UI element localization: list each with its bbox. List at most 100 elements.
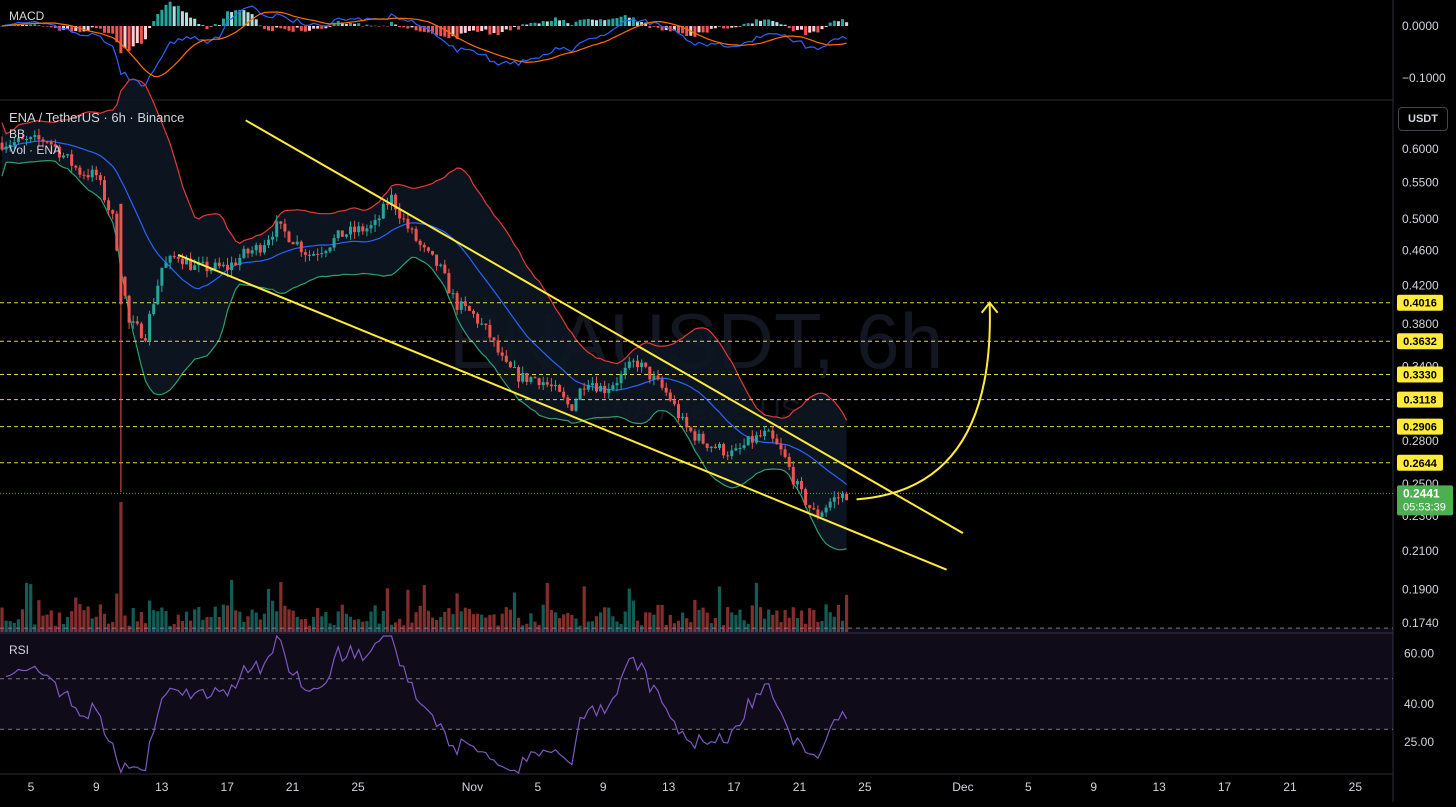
currency-button[interactable]: USDT xyxy=(1398,107,1448,131)
candle xyxy=(131,315,135,329)
macd-histogram-bar xyxy=(283,26,287,30)
macd-histogram-bar xyxy=(316,26,320,29)
macd-histogram-bar xyxy=(672,26,676,31)
candle-body xyxy=(631,360,635,362)
candle xyxy=(328,247,332,254)
candle xyxy=(705,443,709,452)
rsi-tick: 40.00 xyxy=(1404,697,1434,711)
candle-body xyxy=(254,245,258,251)
candle-body xyxy=(16,138,20,143)
macd-histogram-bar xyxy=(172,6,176,26)
candle xyxy=(377,215,381,227)
macd-histogram-bar xyxy=(767,19,771,26)
candle-body xyxy=(677,404,680,419)
volume-bar xyxy=(828,612,832,632)
macd-histogram-bar xyxy=(295,26,299,28)
macd-histogram-bar xyxy=(213,24,217,26)
candle-body xyxy=(783,449,787,457)
macd-histogram-bar xyxy=(631,17,635,26)
candle-body xyxy=(4,146,8,150)
macd-histogram-bar xyxy=(845,22,849,26)
candle xyxy=(164,256,168,268)
macd-histogram-bar xyxy=(176,5,180,26)
volume-bar xyxy=(795,618,799,632)
candle xyxy=(738,442,742,455)
trendlines[interactable] xyxy=(177,119,999,571)
candle-body xyxy=(377,218,381,221)
candle xyxy=(299,240,303,257)
volume-bar xyxy=(348,616,353,632)
candle-body xyxy=(435,254,439,266)
macd-histogram-bar xyxy=(832,20,836,26)
volume-bar xyxy=(467,609,471,632)
candle xyxy=(759,430,762,438)
volume-bar xyxy=(381,610,385,632)
bb-label[interactable]: BB xyxy=(9,127,26,141)
candle-body xyxy=(800,480,803,490)
macd-histogram-bar xyxy=(812,26,816,32)
horizontal-levels[interactable] xyxy=(0,302,1393,494)
macd-histogram-bar xyxy=(734,26,738,28)
volume-bar xyxy=(66,617,70,632)
candle xyxy=(410,226,414,234)
candle xyxy=(381,201,385,220)
candle xyxy=(578,387,582,401)
volume-bar xyxy=(320,616,324,632)
candle xyxy=(295,235,299,246)
candle-body xyxy=(447,273,451,294)
macd-histogram-bar xyxy=(37,25,41,27)
candle xyxy=(139,321,143,339)
candle xyxy=(349,221,352,240)
volume-bar xyxy=(41,615,45,632)
candle-body xyxy=(123,276,127,296)
volume-bar xyxy=(61,624,66,632)
volume-bar xyxy=(201,619,205,632)
macd-histogram-bar xyxy=(537,23,541,26)
symbol-title[interactable]: ENA / TetherUS · 6h · Binance xyxy=(9,110,185,125)
volume-bar xyxy=(779,622,783,632)
candle xyxy=(172,251,176,259)
candle-body xyxy=(213,262,217,270)
macd-histogram-bar xyxy=(258,25,262,27)
volume-label[interactable]: Vol · ENA xyxy=(9,143,62,157)
rsi-label[interactable]: RSI xyxy=(9,643,30,657)
macd-histogram-bar xyxy=(824,26,828,28)
macd-histogram-bar xyxy=(349,22,352,26)
macd-histogram-bar xyxy=(66,26,70,30)
candle-body xyxy=(816,509,820,517)
candle-body xyxy=(545,382,549,385)
macd-histogram-bar xyxy=(123,26,127,49)
volume-bar xyxy=(45,614,49,632)
candle-body xyxy=(267,239,270,246)
volume-bar xyxy=(74,597,78,632)
volume-bar xyxy=(86,606,90,632)
volume-bar xyxy=(332,625,336,632)
candle-body xyxy=(62,155,65,158)
candle-body xyxy=(750,436,754,443)
volume-bar xyxy=(135,621,139,632)
macd-histogram-bar xyxy=(590,19,594,26)
candle-body xyxy=(820,512,824,517)
volume-bar xyxy=(271,600,275,632)
macd-label[interactable]: MACD xyxy=(9,9,45,23)
time-tick: Dec xyxy=(952,780,973,794)
candle-body xyxy=(734,448,738,451)
candle-body xyxy=(681,416,685,419)
candle-body xyxy=(746,436,750,446)
volume-bar xyxy=(750,605,754,632)
level-tag-label: 0.4016 xyxy=(1403,298,1437,310)
candle-body xyxy=(381,203,385,219)
macd-histogram-bar xyxy=(668,26,672,32)
candle xyxy=(615,377,619,392)
candle xyxy=(808,504,812,512)
volume-bar xyxy=(250,609,254,632)
macd-histogram-bar xyxy=(25,24,29,26)
macd-histogram-bar xyxy=(492,26,496,33)
volume-bar xyxy=(156,611,160,632)
candle xyxy=(800,477,803,494)
volume-bar xyxy=(258,619,262,632)
volume-bar xyxy=(549,609,553,632)
candle xyxy=(394,193,398,215)
